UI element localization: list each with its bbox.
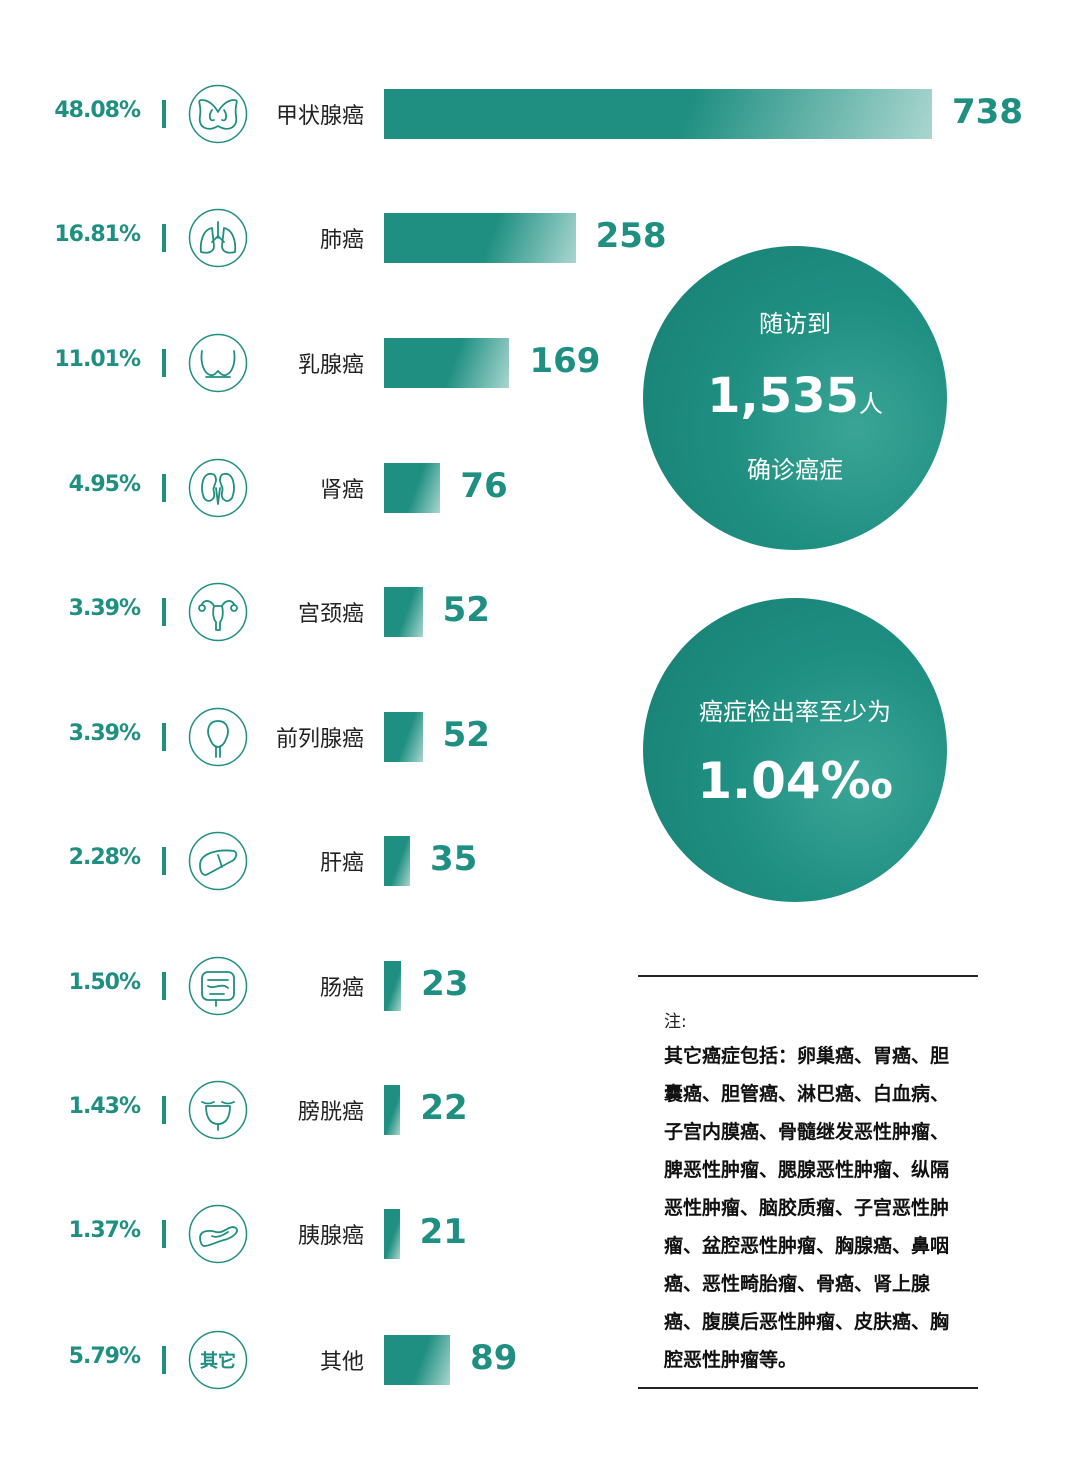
separator xyxy=(162,847,166,875)
value-label: 52 xyxy=(442,715,490,755)
bar xyxy=(384,1335,451,1385)
bar-row: 3.39% 宫颈癌 52 xyxy=(0,582,700,642)
separator xyxy=(162,474,166,502)
category-label: 宫颈癌 xyxy=(297,602,364,627)
category-label: 前列腺癌 xyxy=(275,727,364,752)
value-label: 22 xyxy=(420,1088,468,1128)
note-text: 其它癌症包括：卵巢癌、胃癌、胆囊癌、胆管癌、淋巴癌、白血病、子宫内膜癌、骨髓继发… xyxy=(664,1045,950,1371)
followed-value: 1,535人 xyxy=(643,368,947,424)
separator xyxy=(162,349,166,377)
kidneys-icon xyxy=(188,458,248,518)
bar-row: 1.50% 肠癌 23 xyxy=(0,956,700,1016)
separator xyxy=(162,224,166,252)
followed-label: 随访到 xyxy=(759,310,831,338)
bar xyxy=(384,961,402,1011)
category-label: 膀胱癌 xyxy=(297,1100,364,1125)
value-label: 76 xyxy=(460,466,508,506)
bar xyxy=(384,338,510,388)
intestine-icon xyxy=(188,956,248,1016)
separator xyxy=(162,100,166,128)
category-label: 其他 xyxy=(319,1350,364,1375)
bar-row: 3.39% 前列腺癌 52 xyxy=(0,707,700,767)
percentage-label: 16.81% xyxy=(54,222,141,247)
percentage-label: 5.79% xyxy=(68,1344,141,1369)
bar xyxy=(384,213,576,263)
diagnosed-label: 确诊癌症 xyxy=(747,456,843,484)
bar xyxy=(384,587,423,637)
bar xyxy=(384,1085,401,1135)
other-icon-text: 其它 xyxy=(200,1350,236,1372)
value-label: 258 xyxy=(595,216,667,256)
separator xyxy=(162,723,166,751)
bladder-icon xyxy=(188,1080,248,1140)
separator xyxy=(162,598,166,626)
uterus-icon xyxy=(188,582,248,642)
category-label: 肝癌 xyxy=(319,851,364,876)
percentage-label: 1.37% xyxy=(68,1218,141,1243)
lungs-icon xyxy=(188,208,248,268)
followed-number: 1,535 xyxy=(707,368,859,424)
bar xyxy=(384,463,441,513)
rate-label: 癌症检出率至少为 xyxy=(699,698,891,726)
bar xyxy=(384,712,423,762)
value-label: 35 xyxy=(429,839,478,879)
category-label: 胰腺癌 xyxy=(297,1224,364,1249)
bar xyxy=(384,836,410,886)
category-label: 肺癌 xyxy=(319,228,364,253)
other-text-icon: 其它 xyxy=(188,1330,248,1390)
separator xyxy=(162,1346,166,1374)
separator xyxy=(162,1220,166,1248)
separator xyxy=(162,972,166,1000)
percentage-label: 3.39% xyxy=(68,596,141,621)
breast-icon xyxy=(188,333,248,393)
bar-row: 4.95% 肾癌 76 xyxy=(0,458,700,518)
percentage-label: 11.01% xyxy=(54,347,141,372)
percentage-label: 2.28% xyxy=(68,845,141,870)
percentage-label: 3.39% xyxy=(68,721,141,746)
category-label: 甲状腺癌 xyxy=(275,104,364,129)
thyroid-icon xyxy=(188,84,248,144)
value-label: 21 xyxy=(419,1212,467,1252)
category-label: 肠癌 xyxy=(319,976,364,1001)
prostate-icon xyxy=(188,707,248,767)
percentage-label: 48.08% xyxy=(54,98,141,123)
value-label: 23 xyxy=(421,964,469,1004)
bar-row: 1.37% 胰腺癌 21 xyxy=(0,1204,700,1264)
bar-row: 16.81% 肺癌 258 xyxy=(0,208,700,268)
bar-row: 2.28% 肝癌 35 xyxy=(0,831,700,891)
percentage-label: 1.43% xyxy=(68,1094,141,1119)
rate-circle: 癌症检出率至少为 1.04‰ xyxy=(643,598,947,902)
percentage-label: 4.95% xyxy=(68,472,141,497)
bar-row: 11.01% 乳腺癌 169 xyxy=(0,333,700,393)
value-label: 738 xyxy=(952,92,1023,132)
pancreas-icon xyxy=(188,1204,248,1264)
bar xyxy=(384,89,932,139)
bar-row: 1.43% 膀胱癌 22 xyxy=(0,1080,700,1140)
note-box: 注: 其它癌症包括：卵巢癌、胃癌、胆囊癌、胆管癌、淋巴癌、白血病、子宫内膜癌、骨… xyxy=(638,975,978,1389)
followup-circle: 随访到 1,535人 确诊癌症 xyxy=(643,246,947,550)
value-label: 169 xyxy=(529,341,601,381)
value-label: 89 xyxy=(470,1338,518,1378)
bar xyxy=(384,1209,400,1259)
followed-unit: 人 xyxy=(858,390,883,418)
bar-row: 48.08% 甲状腺癌 738 xyxy=(0,84,1023,144)
value-label: 52 xyxy=(442,590,490,630)
rate-value: 1.04‰ xyxy=(697,752,893,810)
liver-icon xyxy=(188,831,248,891)
percentage-label: 1.50% xyxy=(68,970,141,995)
category-label: 肾癌 xyxy=(319,478,364,503)
category-label: 乳腺癌 xyxy=(297,353,364,378)
separator xyxy=(162,1096,166,1124)
bar-row: 5.79% 其它 其他 89 xyxy=(0,1330,700,1390)
note-heading: 注: xyxy=(664,1012,687,1032)
